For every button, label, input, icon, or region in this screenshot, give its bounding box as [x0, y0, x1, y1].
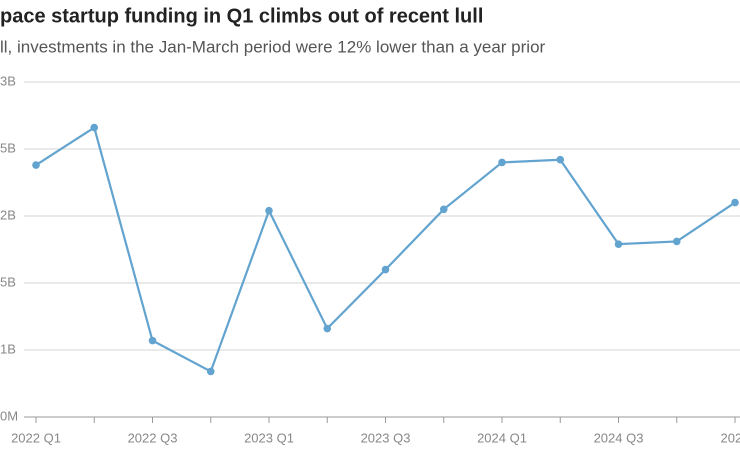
y-tick-label: 3B [0, 73, 16, 88]
x-tick-label: 2022 Q1 [11, 430, 61, 445]
y-tick-label: 1B [0, 341, 16, 356]
y-tick-label: 5B [0, 274, 16, 289]
x-tick-label: 2024 Q1 [477, 430, 527, 445]
x-tick-label: 2023 Q3 [361, 430, 411, 445]
point [498, 158, 506, 167]
y-tick-label: 5B [0, 140, 16, 155]
point [731, 198, 739, 207]
point [90, 123, 99, 132]
x-tick-label: 2024 Q3 [594, 430, 644, 445]
point [32, 161, 40, 169]
line [35, 125, 736, 374]
point [265, 206, 273, 215]
point [323, 324, 332, 333]
point [381, 265, 390, 274]
y-tick-label: 0M [0, 408, 18, 423]
point [614, 240, 623, 248]
point [148, 336, 157, 345]
x-tick-label: 2022 Q3 [128, 430, 178, 445]
chart-subtitle: ll, investments in the Jan-March period … [0, 37, 546, 56]
point [556, 155, 565, 164]
point [439, 205, 448, 214]
x-tick-label: 2023 Q1 [244, 430, 294, 445]
point [672, 237, 681, 246]
y-tick-label: 2B [0, 207, 16, 222]
x-tick-label: 2025 [721, 430, 740, 445]
point [206, 367, 215, 376]
chart-title: pace startup funding in Q1 climbs out of… [0, 5, 483, 27]
